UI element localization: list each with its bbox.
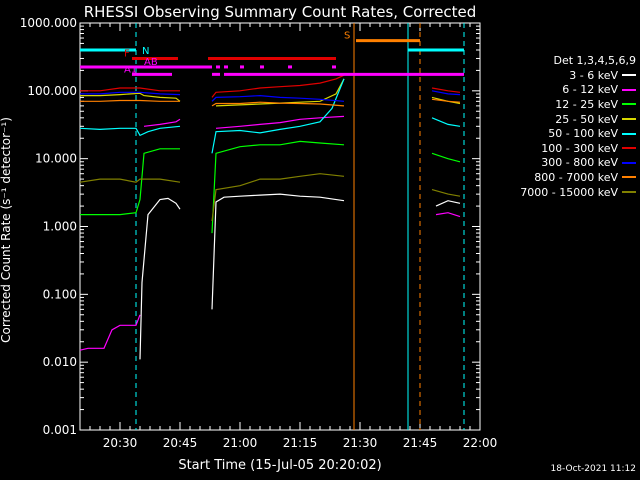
series-line — [431, 189, 461, 197]
legend-swatch — [622, 132, 636, 135]
legend-item: 50 - 100 keV — [484, 126, 636, 141]
legend-item: 6 - 12 keV — [484, 83, 636, 98]
series-line — [79, 178, 181, 183]
series-line — [211, 173, 345, 222]
series-line — [211, 193, 345, 310]
legend-label: 300 - 800 keV — [541, 156, 618, 170]
x-tick-label: 20:45 — [163, 436, 198, 450]
legend-label: 12 - 25 keV — [555, 97, 618, 111]
chart-title: RHESSI Observing Summary Count Rates, Co… — [84, 3, 477, 21]
date-stamp: 18-Oct-2021 11:12 — [550, 464, 636, 474]
y-axis-label: Corrected Count Rate (s⁻¹ detector⁻¹) — [0, 117, 13, 343]
series-line — [143, 118, 181, 127]
x-tick-label: 21:15 — [283, 436, 318, 450]
series-line — [431, 98, 461, 103]
legend-swatch — [622, 103, 636, 106]
y-tick-label: 0.001 — [43, 423, 77, 437]
series-line — [435, 212, 461, 218]
legend-swatch — [622, 147, 636, 150]
series-line — [211, 94, 345, 102]
series-line — [431, 90, 461, 96]
legend-swatch — [622, 191, 636, 194]
y-tick-label: 0.010 — [43, 355, 77, 369]
series-line — [211, 140, 345, 234]
y-tick-label: 10.000 — [35, 152, 77, 166]
flag-label: N — [142, 46, 149, 57]
series-line — [435, 200, 461, 207]
legend-header: Det 1,3,4,5,6,9 — [553, 54, 636, 67]
flag-label: A1 — [124, 64, 137, 75]
legend-item: 25 - 50 keV — [484, 112, 636, 127]
series-line — [139, 197, 181, 360]
legend-label: 6 - 12 keV — [562, 83, 618, 97]
series-line — [215, 115, 345, 129]
x-tick-label: 21:30 — [343, 436, 378, 450]
series-line — [211, 101, 345, 107]
legend-item: 12 - 25 keV — [484, 97, 636, 112]
series-line — [80, 91, 181, 96]
y-tick-label: 1000.000 — [20, 16, 77, 30]
x-tick-label: 21:00 — [223, 436, 258, 450]
series-line — [211, 74, 345, 98]
legend-swatch — [622, 161, 636, 164]
legend-label: 800 - 7000 keV — [534, 170, 618, 184]
legend-item: 300 - 800 keV — [484, 156, 636, 171]
legend-swatch — [622, 176, 636, 179]
series-line — [79, 314, 141, 351]
legend-item: 800 - 7000 keV — [484, 170, 636, 185]
legend-swatch — [622, 74, 636, 77]
x-tick-label: 22:00 — [463, 436, 498, 450]
series-line — [431, 87, 461, 93]
series-line — [215, 78, 345, 107]
legend-label: 25 - 50 keV — [555, 112, 618, 126]
legend-item: 3 - 6 keV — [484, 68, 636, 83]
legend: Det 1,3,4,5,6,9 3 - 6 keV 6 - 12 keV 12 - … — [484, 54, 636, 199]
flag-label: S — [344, 31, 350, 42]
legend-label: 3 - 6 keV — [569, 68, 618, 82]
legend-swatch — [622, 88, 636, 91]
series-line — [80, 148, 180, 216]
series-line — [79, 125, 181, 137]
flag-label: AB — [144, 57, 158, 68]
legend-item: 7000 - 15000 keV — [484, 185, 636, 200]
legend-swatch — [622, 118, 636, 121]
y-tick-label: 100.000 — [27, 84, 77, 98]
series-line — [80, 87, 180, 92]
legend-label: 7000 - 15000 keV — [520, 185, 618, 199]
flag-label: F — [124, 48, 130, 59]
x-tick-label: 20:30 — [103, 436, 138, 450]
legend-label: 50 - 100 keV — [548, 127, 618, 141]
y-tick-label: 1.000 — [43, 220, 77, 234]
series-line — [80, 99, 180, 102]
legend-item: 100 - 300 keV — [484, 141, 636, 156]
y-tick-label: 0.100 — [43, 287, 77, 301]
x-tick-label: 21:45 — [403, 436, 438, 450]
legend-label: 100 - 300 keV — [541, 141, 618, 155]
series-line — [80, 92, 181, 102]
x-axis-label: Start Time (15-Jul-05 20:20:02) — [178, 458, 381, 473]
series-line — [431, 152, 461, 163]
series-line — [211, 78, 345, 154]
series-line — [431, 117, 461, 127]
